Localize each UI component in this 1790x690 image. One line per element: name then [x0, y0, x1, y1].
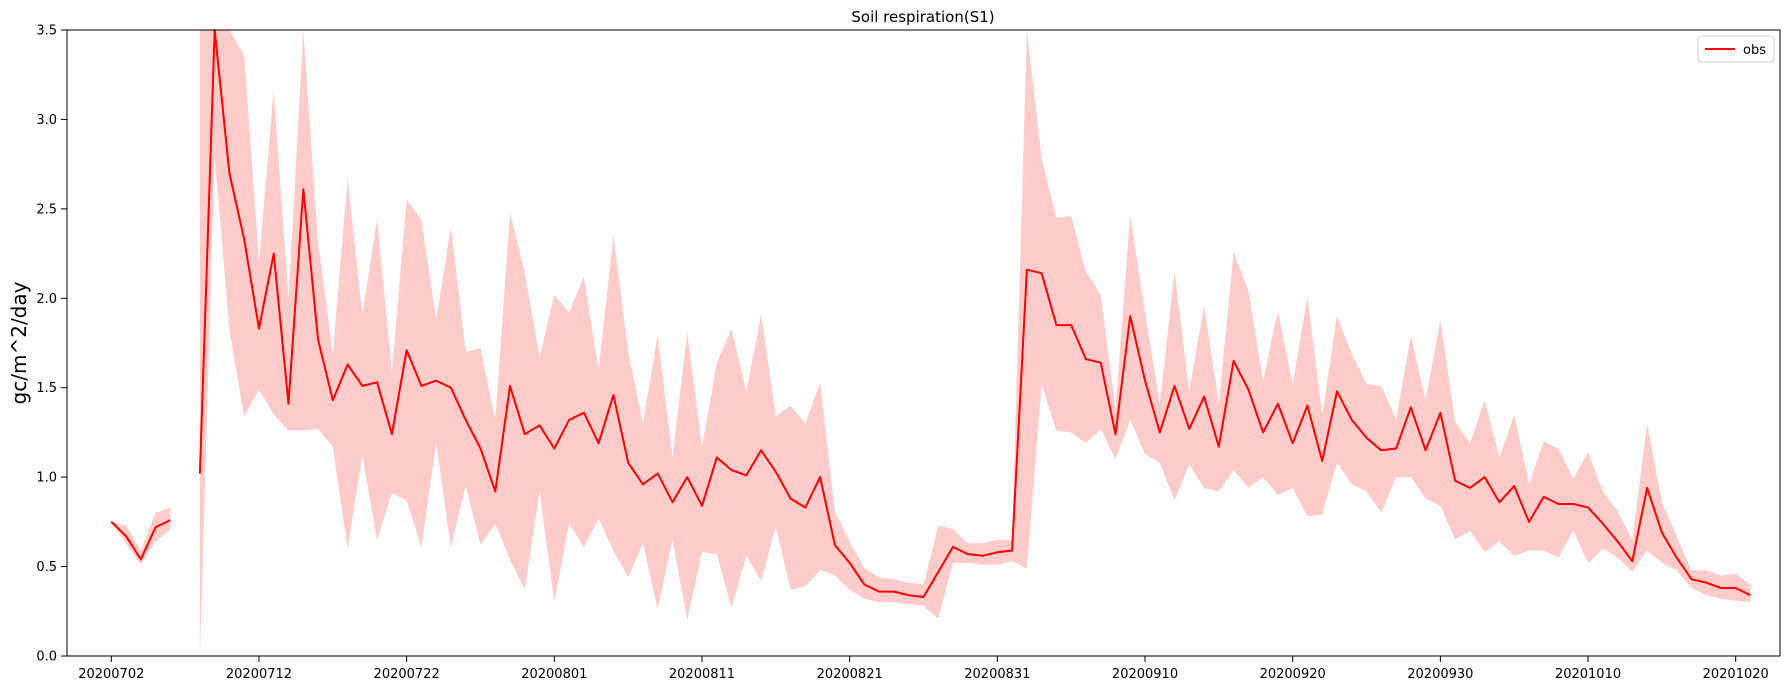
x-tick-label: 20200722: [374, 667, 440, 682]
x-tick-label: 20200801: [521, 667, 587, 682]
y-tick-label: 3.5: [36, 24, 57, 39]
y-tick-label: 1.0: [36, 471, 57, 486]
x-tick-label: 20200930: [1407, 667, 1473, 682]
legend: obs: [1698, 36, 1774, 62]
x-tick-label: 20200910: [1112, 667, 1178, 682]
y-tick-label: 3.0: [36, 113, 57, 128]
x-tick-label: 20200702: [78, 667, 144, 682]
y-tick-label: 0.5: [36, 560, 57, 575]
y-tick-label: 1.5: [36, 381, 57, 396]
y-tick-label: 0.0: [36, 650, 57, 665]
legend-label-obs: obs: [1743, 43, 1766, 58]
x-tick-label: 20200920: [1260, 667, 1326, 682]
x-tick-label: 20201010: [1555, 667, 1621, 682]
x-tick-label: 20200712: [226, 667, 292, 682]
y-axis-label: gc/m^2/day: [7, 281, 31, 404]
x-tick-label: 20201020: [1703, 667, 1769, 682]
chart-title: Soil respiration(S1): [851, 8, 994, 26]
x-tick-label: 20200831: [964, 667, 1030, 682]
y-tick-label: 2.5: [36, 202, 57, 217]
x-tick-label: 20200811: [669, 667, 735, 682]
y-tick-label: 2.0: [36, 292, 57, 307]
x-tick-label: 20200821: [817, 667, 883, 682]
